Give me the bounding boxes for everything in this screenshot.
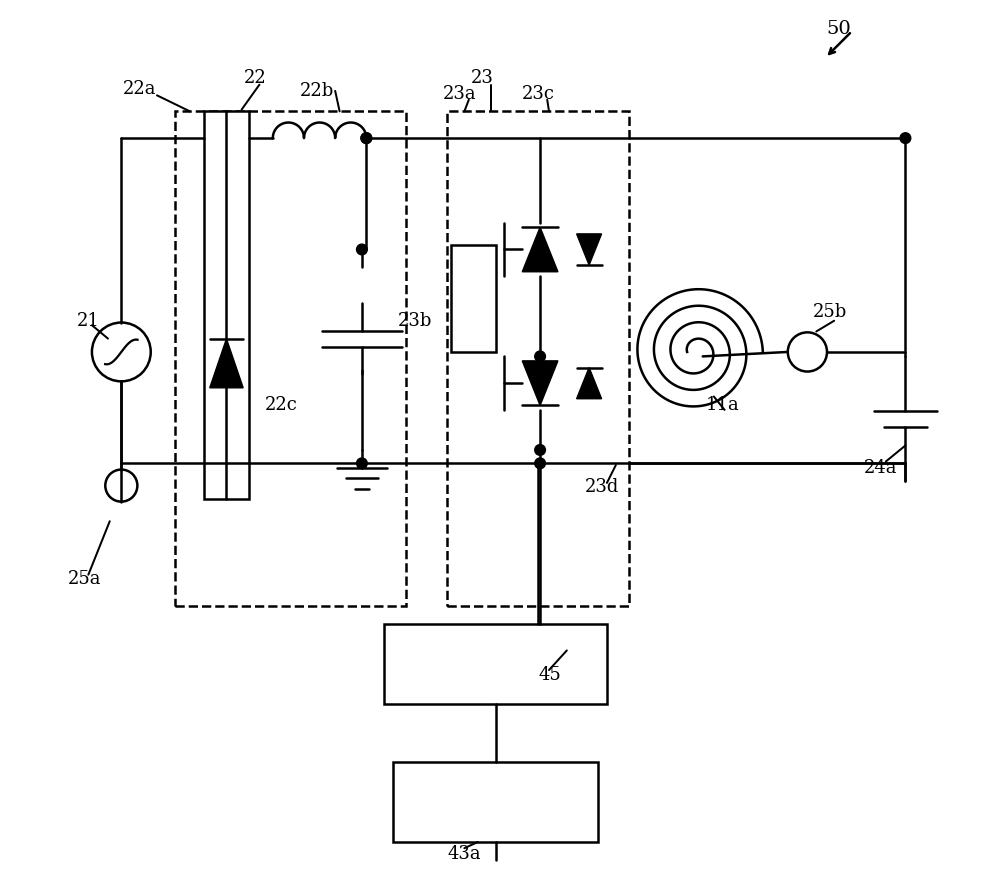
Text: 45: 45 bbox=[539, 666, 561, 684]
Text: 23d: 23d bbox=[584, 478, 619, 496]
Circle shape bbox=[535, 351, 545, 362]
Circle shape bbox=[357, 458, 367, 469]
Text: 22a: 22a bbox=[122, 80, 156, 98]
FancyBboxPatch shape bbox=[451, 245, 496, 352]
FancyBboxPatch shape bbox=[393, 762, 598, 842]
Circle shape bbox=[361, 133, 372, 143]
Circle shape bbox=[361, 133, 372, 143]
Text: 50: 50 bbox=[826, 20, 851, 37]
Polygon shape bbox=[577, 234, 602, 266]
Text: 22: 22 bbox=[244, 69, 266, 87]
Text: 22b: 22b bbox=[300, 82, 334, 100]
Circle shape bbox=[357, 244, 367, 255]
Bar bbox=[175, 111, 406, 606]
Text: 11a: 11a bbox=[706, 396, 740, 414]
Text: 23c: 23c bbox=[522, 85, 555, 102]
Polygon shape bbox=[577, 368, 602, 399]
FancyBboxPatch shape bbox=[384, 624, 607, 704]
Text: 22c: 22c bbox=[265, 396, 298, 414]
Polygon shape bbox=[522, 227, 558, 272]
Text: 23b: 23b bbox=[398, 312, 433, 330]
Text: 43a: 43a bbox=[448, 845, 481, 862]
Text: 24a: 24a bbox=[864, 459, 897, 477]
Bar bbox=[447, 111, 629, 606]
Text: 21: 21 bbox=[77, 312, 100, 330]
Circle shape bbox=[535, 458, 545, 469]
Text: 25a: 25a bbox=[68, 570, 102, 588]
Text: 23: 23 bbox=[471, 69, 494, 87]
Text: 25b: 25b bbox=[813, 303, 847, 321]
Polygon shape bbox=[522, 361, 558, 405]
Text: 23a: 23a bbox=[443, 85, 477, 102]
Circle shape bbox=[535, 445, 545, 455]
FancyBboxPatch shape bbox=[204, 111, 249, 499]
Circle shape bbox=[900, 133, 911, 143]
Polygon shape bbox=[210, 339, 243, 388]
